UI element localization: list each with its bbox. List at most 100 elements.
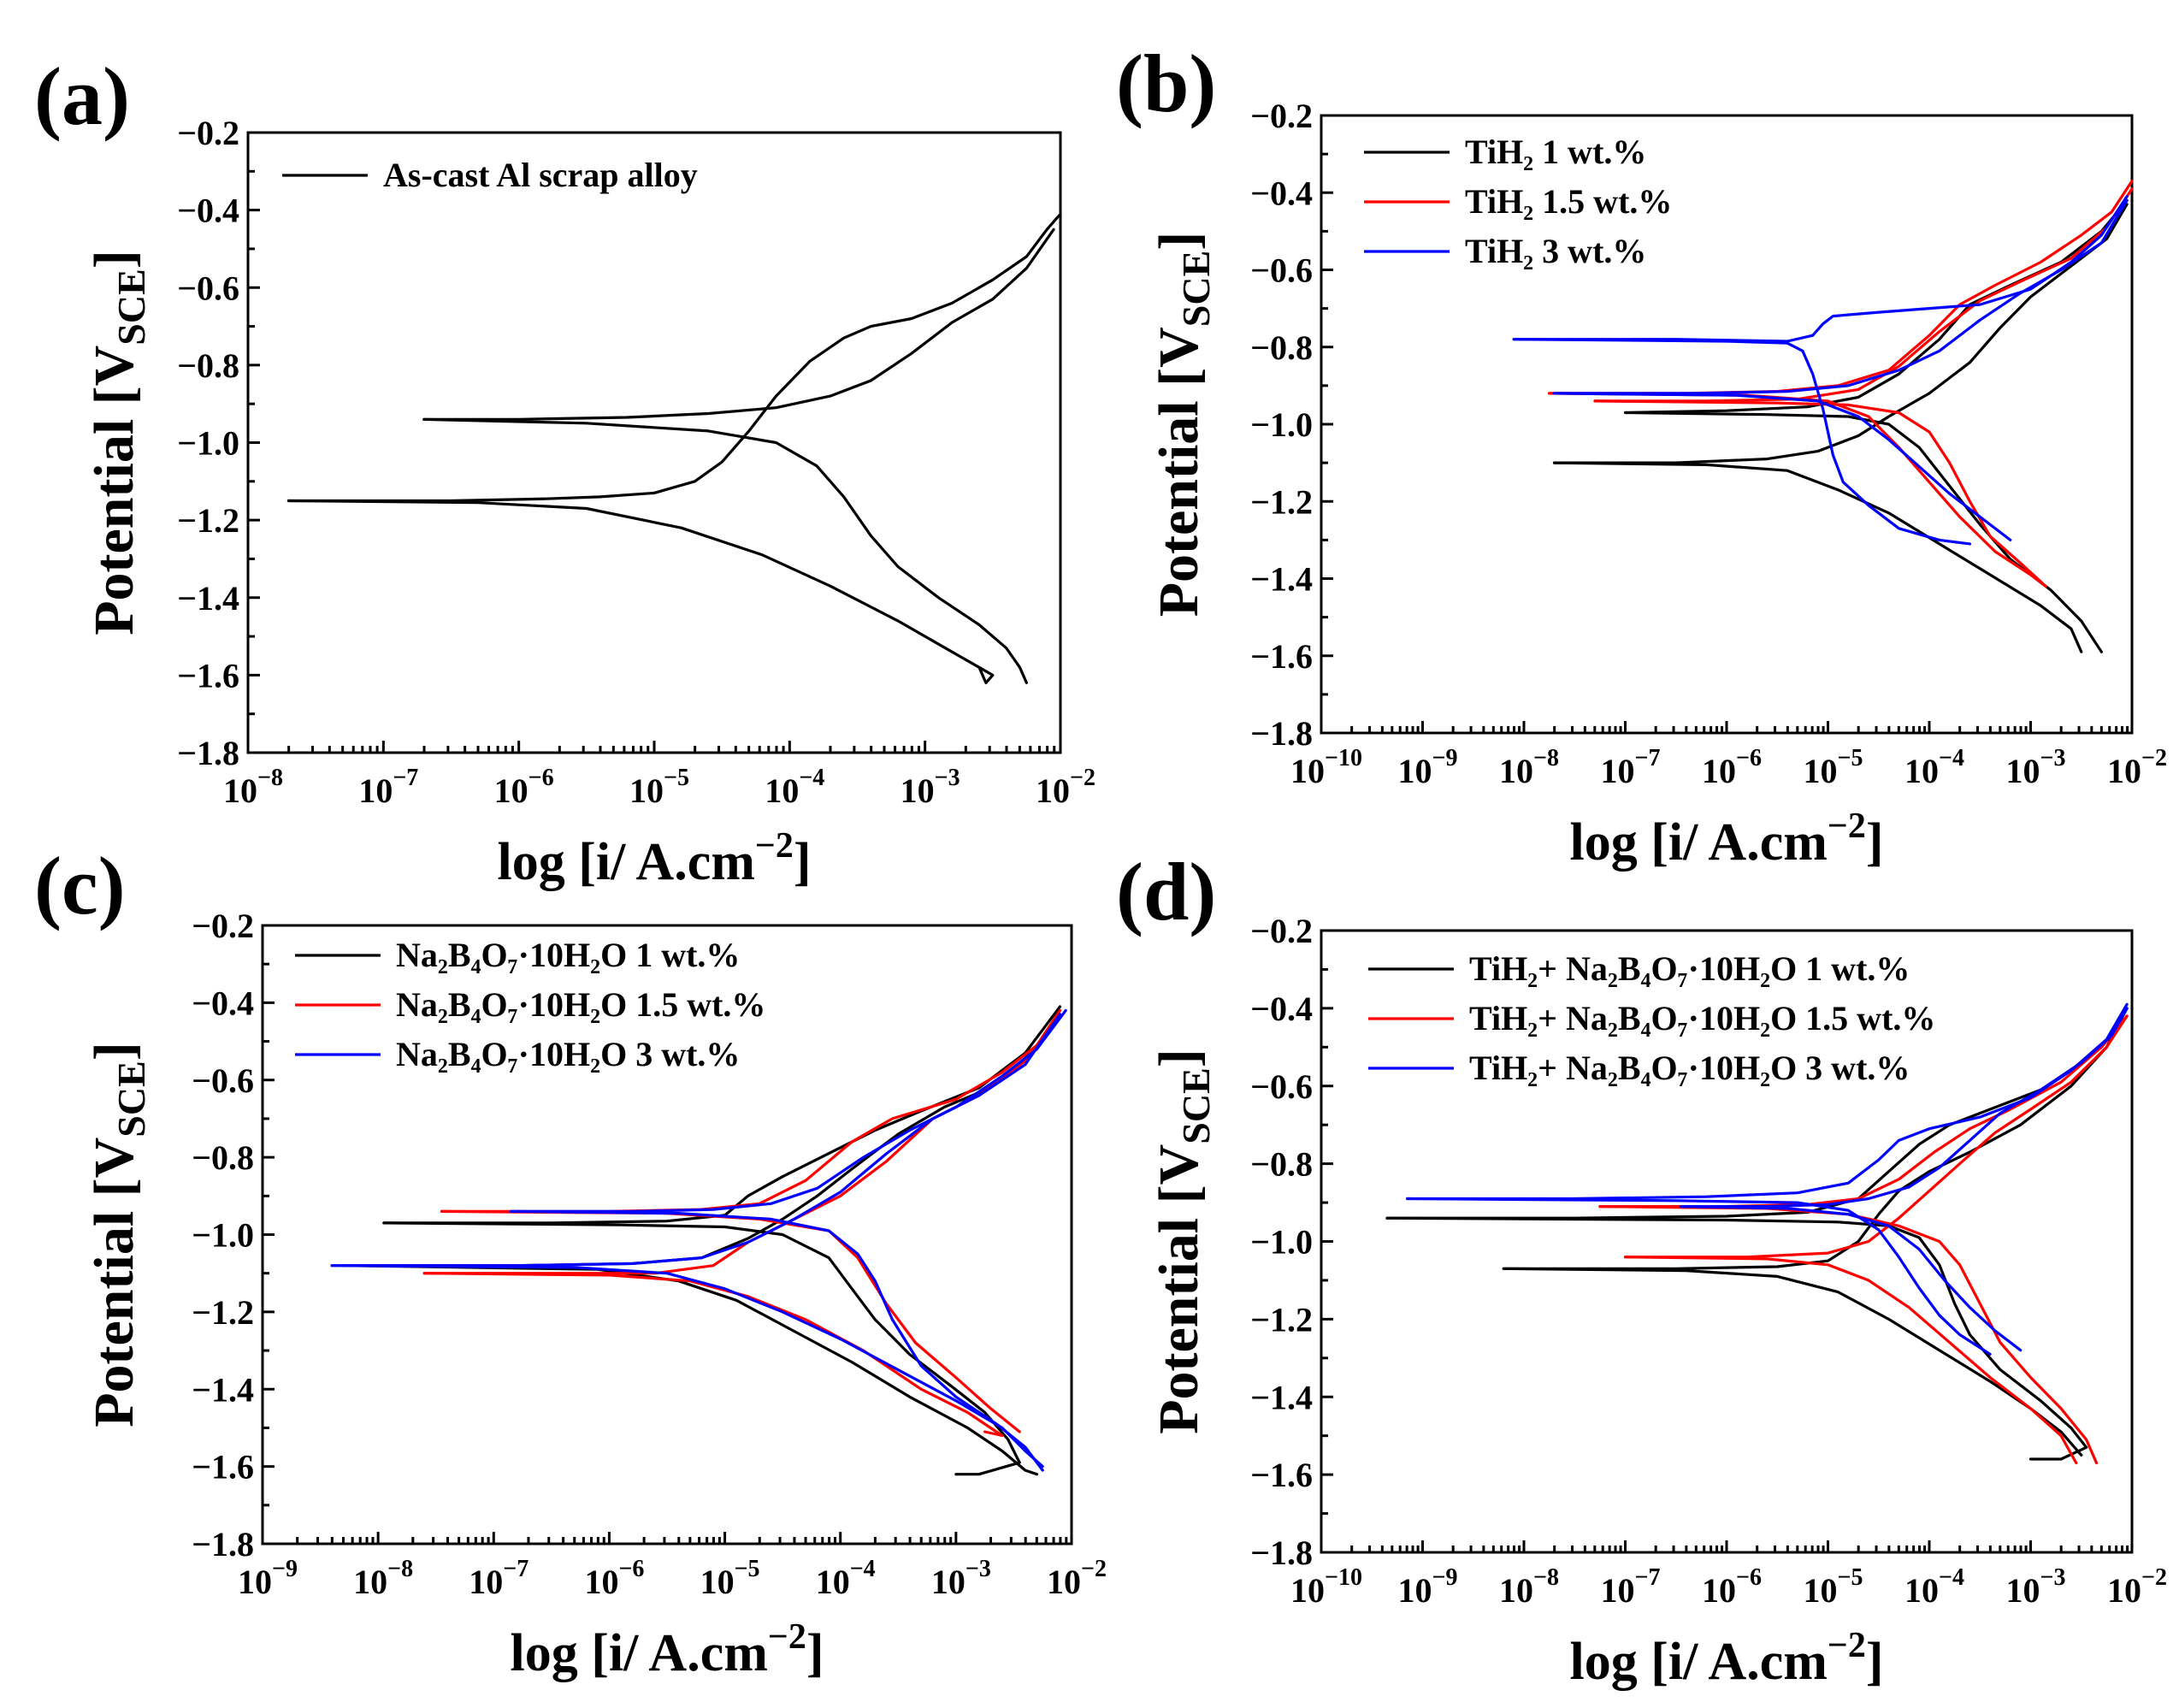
x-tick-label: 10−5 bbox=[1804, 745, 1863, 790]
y-tick-label: −0.6 bbox=[1250, 251, 1313, 290]
x-tick-label: 10−10 bbox=[1290, 1564, 1362, 1610]
series-line-c-2 bbox=[382, 1221, 1021, 1476]
y-tick-label: −1.6 bbox=[1250, 1456, 1313, 1494]
x-axis-title: log [i/ A.cm−2] bbox=[1570, 807, 1884, 872]
x-axis-title: log [i/ A.cm−2] bbox=[1570, 1626, 1884, 1691]
series-line-c-9 bbox=[330, 1013, 1062, 1268]
series-line-a-0 bbox=[286, 212, 1062, 503]
series-line-b-7 bbox=[1593, 399, 2047, 588]
panel-label: (a) bbox=[34, 50, 130, 142]
y-tick-label: −1.8 bbox=[192, 1525, 254, 1563]
x-axis-title-main: log bbox=[498, 833, 579, 891]
series-line-b-11 bbox=[1552, 392, 2012, 541]
x-tick-label: 10−6 bbox=[494, 765, 554, 810]
x-tick-label: 10−5 bbox=[1804, 1564, 1863, 1610]
x-tick-label: 10−2 bbox=[2107, 745, 2167, 790]
x-axis-title: log [i/ A.cm−2] bbox=[498, 826, 812, 891]
x-axis-title-main: log bbox=[1570, 1633, 1651, 1691]
series-line-c-3 bbox=[342, 1264, 1039, 1476]
series-line-b-0 bbox=[1552, 203, 2129, 464]
series-line-b-10 bbox=[1512, 338, 1971, 546]
legend-label: TiH₂ 3 wt.% bbox=[1465, 232, 1646, 270]
y-tick-label: −0.4 bbox=[177, 192, 239, 230]
panel-label: (b) bbox=[1116, 38, 1216, 129]
series-line-b-2 bbox=[1552, 461, 2083, 653]
x-tick-label: 10−7 bbox=[469, 1556, 529, 1601]
chart-panel-b: (b) −0.2−0.4−0.6−0.8−1.0−1.2−1.4−1.6−1.81… bbox=[1116, 38, 2167, 872]
x-tick-label: 10−2 bbox=[1036, 765, 1095, 810]
y-tick-label: −0.8 bbox=[1250, 1145, 1313, 1184]
panel-label: (c) bbox=[34, 840, 126, 931]
y-axis-title-main: Potential bbox=[83, 1197, 145, 1427]
y-tick-label: −0.6 bbox=[177, 269, 239, 307]
y-axis-title: Potential [VSCE] bbox=[83, 250, 153, 635]
chart-panel-c: (c) −0.2−0.4−0.6−0.8−1.0−1.2−1.4−1.6−1.81… bbox=[34, 840, 1107, 1682]
legend-label: Na₂B₄O₇·10H₂O 1 wt.% bbox=[396, 936, 740, 974]
plot-frame bbox=[1320, 114, 2134, 735]
y-tick-label: −0.8 bbox=[177, 346, 239, 385]
series-line-a-1 bbox=[422, 228, 1055, 421]
chart-panel-a: (a) −0.2−0.4−0.6−0.8−1.0−1.2−1.4−1.6−1.81… bbox=[34, 50, 1095, 891]
x-axis-title-unit: i/ A.cm bbox=[1668, 813, 1828, 872]
legend-label: TiH₂ 1 wt.% bbox=[1465, 133, 1646, 171]
y-tick-label: −1.4 bbox=[1250, 1378, 1313, 1416]
y-tick-label: −1.8 bbox=[1250, 714, 1313, 753]
x-tick-label: 10−5 bbox=[629, 765, 689, 810]
x-tick-label: 10−3 bbox=[2006, 745, 2066, 790]
series-line-d-6 bbox=[1598, 1205, 2099, 1465]
y-tick-label: −1.2 bbox=[192, 1293, 254, 1332]
y-tick-label: −0.2 bbox=[1250, 97, 1313, 135]
y-tick-label: −1.4 bbox=[192, 1370, 254, 1409]
x-tick-label: 10−8 bbox=[353, 1556, 413, 1601]
x-tick-label: 10−10 bbox=[1290, 745, 1362, 790]
y-tick-label: −1.0 bbox=[1250, 1223, 1313, 1262]
y-axis-title: Potential [VSCE] bbox=[1148, 232, 1218, 618]
series-line-a-3 bbox=[422, 417, 1028, 684]
x-tick-label: 10−7 bbox=[1601, 745, 1661, 790]
y-tick-label: −0.2 bbox=[1250, 912, 1313, 950]
y-tick-label: −1.0 bbox=[1250, 405, 1313, 444]
y-tick-label: −1.2 bbox=[1250, 1300, 1313, 1339]
y-tick-label: −1.4 bbox=[1250, 560, 1313, 599]
y-tick-label: −0.4 bbox=[1250, 990, 1313, 1028]
y-tick-label: −0.2 bbox=[192, 907, 254, 945]
series-line-b-3 bbox=[1623, 411, 2103, 653]
y-tick-label: −1.0 bbox=[177, 424, 239, 463]
x-tick-label: 10−6 bbox=[1702, 1564, 1762, 1610]
y-tick-label: −1.8 bbox=[1250, 1534, 1313, 1572]
x-tick-label: 10−8 bbox=[1499, 745, 1559, 790]
x-axis-title-main: log bbox=[1570, 813, 1651, 872]
plot-frame bbox=[246, 131, 1062, 754]
x-axis-title-unit: i/ A.cm bbox=[1668, 1633, 1828, 1691]
series-line-b-9 bbox=[1552, 198, 2129, 395]
x-tick-label: 10−4 bbox=[1904, 1564, 1964, 1610]
y-axis-title-main: Potential bbox=[83, 405, 145, 635]
y-tick-label: −0.6 bbox=[1250, 1067, 1313, 1106]
y-tick-label: −0.4 bbox=[192, 984, 254, 1022]
series-line-d-11 bbox=[1680, 1205, 2023, 1352]
y-axis-title-main: Potential bbox=[1148, 1203, 1210, 1433]
legend-label: Na₂B₄O₇·10H₂O 1.5 wt.% bbox=[396, 985, 765, 1024]
series-line-d-5 bbox=[1623, 1014, 2129, 1259]
y-tick-label: −0.8 bbox=[1250, 328, 1313, 367]
x-tick-label: 10−8 bbox=[223, 765, 283, 810]
x-tick-label: 10−9 bbox=[1398, 1564, 1458, 1610]
x-tick-label: 10−8 bbox=[1499, 1564, 1559, 1610]
series-line-c-8 bbox=[510, 1008, 1067, 1213]
chart-panel-d: (d) −0.2−0.4−0.6−0.8−1.0−1.2−1.4−1.6−1.81… bbox=[1116, 846, 2167, 1691]
y-tick-label: −0.8 bbox=[192, 1138, 254, 1177]
series-line-a-2 bbox=[286, 499, 995, 684]
x-tick-label: 10−5 bbox=[700, 1556, 760, 1601]
legend-label: As-cast Al scrap alloy bbox=[383, 156, 698, 194]
x-tick-label: 10−4 bbox=[816, 1556, 876, 1601]
x-tick-label: 10−4 bbox=[1904, 745, 1964, 790]
series-line-d-4 bbox=[1598, 1014, 2129, 1209]
x-axis-title-unit: i/ A.cm bbox=[596, 833, 755, 891]
legend-label: TiH₂+ Na₂B₄O₇·10H₂O 1 wt.% bbox=[1469, 949, 1910, 988]
y-tick-label: −1.6 bbox=[177, 656, 239, 694]
y-tick-label: −1.2 bbox=[177, 501, 239, 540]
x-tick-label: 10−2 bbox=[2107, 1564, 2167, 1610]
x-tick-label: 10−3 bbox=[901, 765, 960, 810]
y-axis-title-main: Potential bbox=[1148, 387, 1210, 617]
